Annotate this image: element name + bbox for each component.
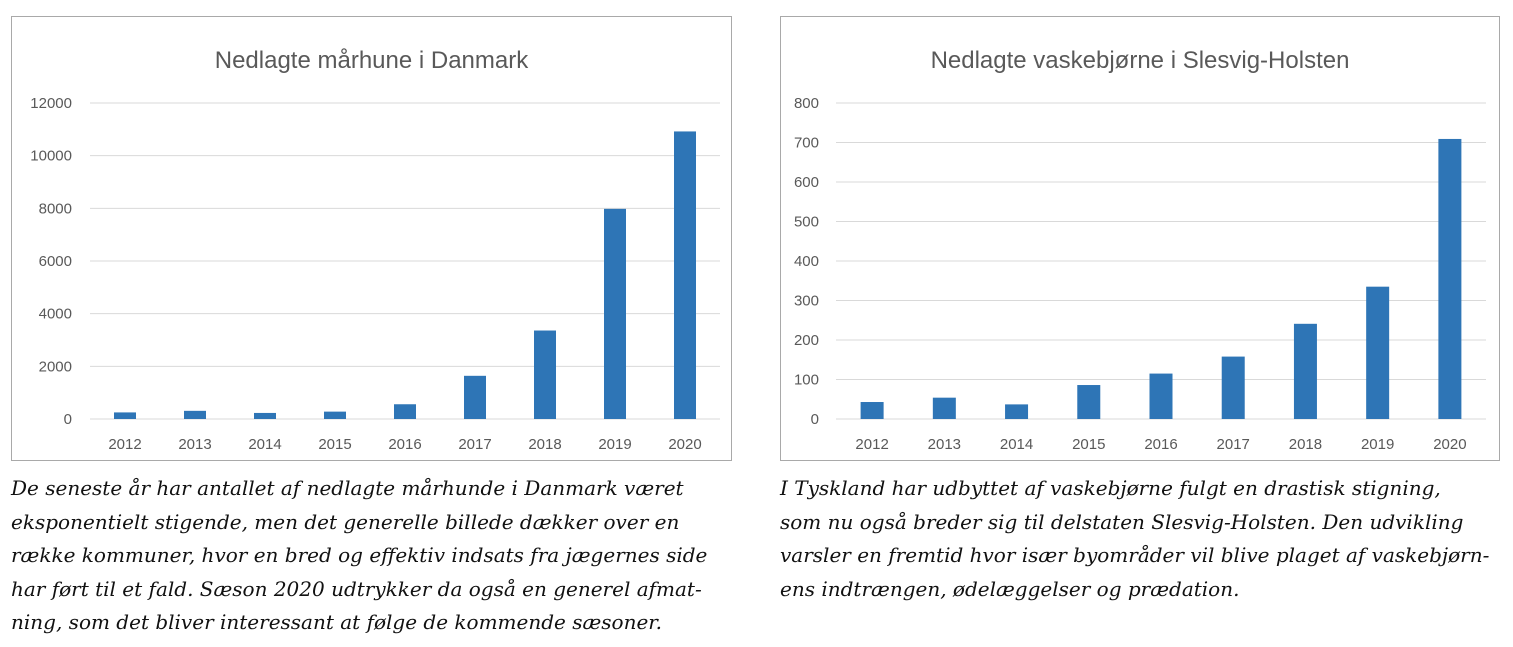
- bar: [674, 131, 696, 419]
- x-tick-label: 2020: [668, 436, 701, 453]
- bar: [114, 412, 136, 419]
- y-tick-label: 4000: [39, 306, 72, 323]
- caption-line: række kommuner, hvor en bred og effektiv…: [11, 543, 708, 567]
- x-tick-label: 2015: [318, 436, 351, 453]
- y-tick-label: 0: [811, 411, 819, 428]
- bar: [860, 402, 884, 419]
- bar: [1221, 356, 1245, 419]
- bar-chart: 0 2000 4000 6000 8000 10000 12000 2012 2013 2014 2…: [30, 95, 720, 453]
- y-tick-label: 300: [794, 293, 819, 310]
- x-tick-label: 2019: [598, 436, 631, 453]
- bar: [1366, 286, 1390, 419]
- x-tick-label: 2016: [388, 436, 421, 453]
- bar: [534, 330, 556, 419]
- y-tick-label: 600: [794, 174, 819, 191]
- x-tick-label: 2015: [1072, 436, 1105, 453]
- y-tick-label: 2000: [39, 358, 72, 375]
- bar: [394, 404, 416, 419]
- bar-chart: 0 100 200 300 400 500 600 700 800 2012 2013 2014 201…: [794, 95, 1486, 453]
- x-tick-label: 2014: [248, 436, 281, 453]
- y-tick-label: 0: [64, 411, 72, 428]
- bar: [1005, 404, 1029, 419]
- bar: [184, 410, 206, 419]
- y-tick-label: 200: [794, 332, 819, 349]
- y-tick-label: 8000: [39, 200, 72, 217]
- y-tick-label: 10000: [30, 148, 72, 165]
- caption-line: De seneste år har antallet af nedlagte m…: [11, 476, 684, 500]
- caption-line: eksponentielt stigende, men det generell…: [11, 509, 680, 534]
- caption-line: I Tyskland har udbyttet af vaskebjørne f…: [780, 476, 1441, 500]
- x-tick-label: 2012: [855, 436, 888, 453]
- x-tick-label: 2017: [1217, 436, 1250, 453]
- bar: [1077, 385, 1101, 419]
- chart-frame: Nedlagte mårhune i Danmark 0 2000 4000 6000…: [11, 16, 732, 461]
- x-tick-label: 2018: [528, 436, 561, 453]
- y-tick-label: 12000: [30, 95, 72, 112]
- y-tick-label: 700: [794, 135, 819, 152]
- chart-title: Nedlagte mårhune i Danmark: [214, 47, 529, 74]
- bar: [464, 375, 486, 419]
- caption-line: som nu også breder sig til delstaten Sle…: [780, 509, 1464, 534]
- caption-line: ning, som det bliver interessant at følg…: [11, 610, 663, 634]
- caption-line: har ført til et fald. Sæson 2020 udtrykk…: [11, 576, 702, 601]
- bar: [254, 412, 276, 419]
- y-tick-label: 800: [794, 95, 819, 112]
- x-tick-label: 2017: [458, 436, 491, 453]
- chart-title: Nedlagte vaskebjørne i Slesvig-Holsten: [930, 47, 1350, 74]
- chart-frame: Nedlagte vaskebjørne i Slesvig-Holsten 0…: [780, 16, 1500, 461]
- caption-line: ens indtrængen, ødelæggelser og prædatio…: [780, 576, 1240, 601]
- bar: [604, 208, 626, 419]
- y-tick-label: 400: [794, 253, 819, 270]
- x-tick-label: 2019: [1361, 436, 1394, 453]
- bar: [1149, 373, 1173, 419]
- caption-line: varsler en fremtid hvor især byområder v…: [780, 543, 1490, 567]
- x-tick-label: 2014: [1000, 436, 1033, 453]
- y-tick-label: 100: [794, 372, 819, 389]
- y-tick-label: 6000: [39, 253, 72, 270]
- chart-caption: De seneste år har antallet af nedlagte m…: [11, 472, 741, 640]
- bar: [1293, 323, 1317, 419]
- chart-caption: I Tyskland har udbyttet af vaskebjørne f…: [780, 472, 1510, 606]
- x-tick-label: 2013: [178, 436, 211, 453]
- x-tick-label: 2013: [928, 436, 961, 453]
- bar: [1438, 138, 1462, 419]
- bar: [324, 411, 346, 419]
- x-tick-label: 2016: [1144, 436, 1177, 453]
- bar: [932, 397, 956, 419]
- x-tick-label: 2018: [1289, 436, 1322, 453]
- y-tick-label: 500: [794, 214, 819, 231]
- x-tick-label: 2012: [108, 436, 141, 453]
- x-tick-label: 2020: [1433, 436, 1466, 453]
